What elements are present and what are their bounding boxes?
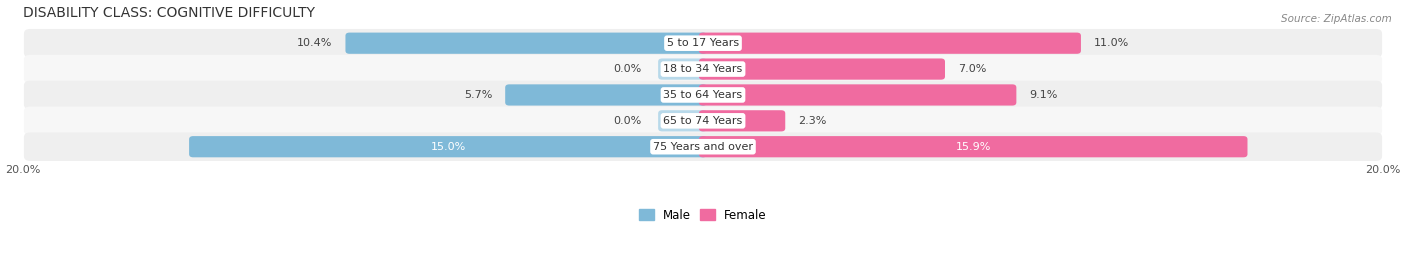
FancyBboxPatch shape — [188, 136, 707, 157]
Text: 15.9%: 15.9% — [956, 142, 991, 152]
FancyBboxPatch shape — [699, 84, 1017, 106]
FancyBboxPatch shape — [24, 107, 1382, 135]
Text: 5.7%: 5.7% — [464, 90, 492, 100]
FancyBboxPatch shape — [24, 29, 1382, 58]
Text: 18 to 34 Years: 18 to 34 Years — [664, 64, 742, 74]
FancyBboxPatch shape — [505, 84, 707, 106]
FancyBboxPatch shape — [658, 59, 707, 80]
Text: 75 Years and over: 75 Years and over — [652, 142, 754, 152]
Text: 11.0%: 11.0% — [1094, 38, 1129, 48]
FancyBboxPatch shape — [699, 110, 785, 131]
Text: 35 to 64 Years: 35 to 64 Years — [664, 90, 742, 100]
Text: Source: ZipAtlas.com: Source: ZipAtlas.com — [1281, 14, 1392, 23]
FancyBboxPatch shape — [24, 133, 1382, 161]
Text: 10.4%: 10.4% — [297, 38, 333, 48]
Text: 15.0%: 15.0% — [430, 142, 465, 152]
Text: 0.0%: 0.0% — [613, 116, 641, 126]
FancyBboxPatch shape — [699, 33, 1081, 54]
FancyBboxPatch shape — [658, 110, 707, 131]
FancyBboxPatch shape — [699, 59, 945, 80]
Text: 7.0%: 7.0% — [957, 64, 986, 74]
Legend: Male, Female: Male, Female — [634, 204, 772, 226]
FancyBboxPatch shape — [24, 81, 1382, 109]
Text: 9.1%: 9.1% — [1029, 90, 1057, 100]
Text: 2.3%: 2.3% — [799, 116, 827, 126]
Text: 0.0%: 0.0% — [613, 64, 641, 74]
Text: DISABILITY CLASS: COGNITIVE DIFFICULTY: DISABILITY CLASS: COGNITIVE DIFFICULTY — [24, 6, 315, 19]
FancyBboxPatch shape — [699, 136, 1247, 157]
Text: 65 to 74 Years: 65 to 74 Years — [664, 116, 742, 126]
FancyBboxPatch shape — [346, 33, 707, 54]
Text: 5 to 17 Years: 5 to 17 Years — [666, 38, 740, 48]
FancyBboxPatch shape — [24, 55, 1382, 83]
